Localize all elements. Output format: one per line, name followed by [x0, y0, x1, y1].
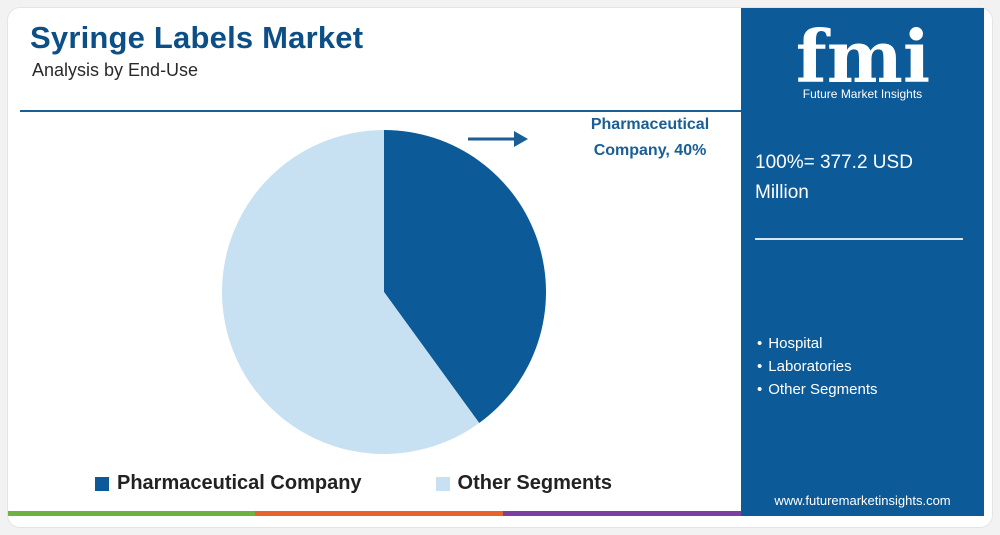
market-total-line-2: Million — [755, 182, 809, 203]
callout-line-2: Company, 40% — [593, 142, 707, 159]
market-total: 100%= 377.2 USD Million — [755, 148, 975, 208]
legend-swatch-other — [435, 476, 450, 491]
bottom-bar-green — [8, 511, 256, 516]
title-divider — [20, 110, 748, 112]
panel-divider — [755, 238, 963, 240]
pie-slice-pharmaceutical-company — [384, 130, 546, 424]
segment-item: Hospital — [757, 332, 877, 355]
callout-arrow-icon — [464, 128, 532, 155]
chart-legend: Pharmaceutical Company Other Segments — [95, 472, 612, 495]
callout-line-1: Pharmaceutical — [590, 116, 710, 133]
pie-slice-other-segments — [221, 130, 480, 454]
segment-item: Other Segments — [757, 378, 877, 401]
fmi-logo: fmi — [771, 14, 956, 99]
pie-chart — [221, 130, 546, 454]
segment-list: Hospital Laboratories Other Segments — [757, 332, 877, 401]
chart-subtitle: Analysis by End-Use — [32, 60, 199, 80]
pie-callout: Pharmaceutical Company, 40% — [560, 112, 740, 164]
legend-swatch-pharma — [95, 476, 109, 491]
legend-item-pharma: Pharmaceutical Company — [95, 472, 362, 495]
segment-item: Laboratories — [757, 355, 877, 378]
market-total-line-1: 100%= 377.2 USD — [755, 152, 913, 173]
info-panel: fmi Future Market Insights 100%= 377.2 U… — [741, 8, 984, 516]
website-link[interactable]: www.futuremarketinsights.com — [774, 493, 951, 508]
bottom-bar-orange — [255, 511, 503, 516]
bottom-color-bar — [8, 511, 750, 516]
chart-title: Syringe Labels Market — [30, 20, 364, 55]
logo-text: fmi — [796, 20, 931, 90]
legend-label-pharma: Pharmaceutical Company — [117, 472, 362, 494]
legend-label-other: Other Segments — [457, 472, 613, 494]
logo-caption: Future Market Insights — [802, 87, 923, 101]
bottom-bar-purple — [502, 511, 750, 516]
legend-item-other: Other Segments — [435, 472, 613, 495]
